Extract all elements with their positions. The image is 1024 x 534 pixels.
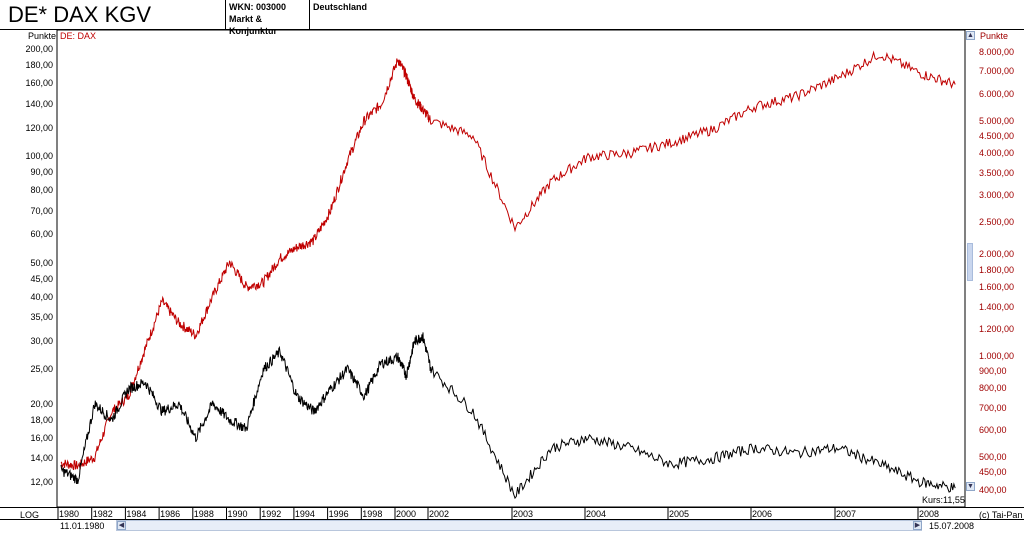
right-tick-label: 1.800,00 [979,264,1015,275]
right-tick-label: 4.500,00 [979,130,1015,141]
current-value: Kurs:11,55 [922,495,965,505]
left-tick-label: 25,00 [30,364,53,375]
security-info: WKN: 003000 Markt & Konjunktur [226,0,310,36]
footer-divider [0,519,1024,520]
right-tick-label: 2.000,00 [979,249,1015,260]
horizontal-scrollbar[interactable] [116,520,922,531]
left-tick-label: 30,00 [30,336,53,347]
copyright-label: (c) Tai-Pan [979,510,1023,520]
right-tick-label: 600,00 [979,425,1007,436]
scroll-up-button[interactable]: ▲ [966,31,975,40]
scroll-left-button[interactable]: ◀ [117,521,126,530]
right-tick-label: 1.400,00 [979,301,1015,312]
right-tick-label: 450,00 [979,467,1007,478]
chart-title: DE* DAX KGV [0,0,226,29]
x-tick-label: 2008 [919,509,940,519]
left-tick-label: 200,00 [25,44,53,55]
country-label: Deutschland [313,2,368,12]
right-tick-label: 6.000,00 [979,88,1015,99]
left-tick-label: 100,00 [25,150,53,161]
date-start: 11.01.1980 [60,521,105,531]
category-label: Markt & Konjunktur [229,14,277,36]
x-tick-label: 1988 [193,509,214,519]
x-tick-label: 1986 [160,509,181,519]
dax-series-line [60,50,956,471]
x-tick-label: 1992 [261,509,282,519]
left-tick-label: 20,00 [30,398,53,409]
right-tick-label: 2.500,00 [979,216,1015,227]
left-tick-label: 90,00 [30,167,53,178]
x-axis-line [0,507,1024,508]
x-tick-label: 1982 [92,509,113,519]
right-tick-label: 4.000,00 [979,148,1015,159]
left-axis-label: Punkte [28,31,57,41]
x-tick-label: 2006 [752,509,773,519]
x-tick-label: 1994 [294,509,315,519]
x-tick-label: 1984 [126,509,147,519]
x-tick-label: 2007 [836,509,857,519]
left-tick-label: 40,00 [30,291,53,302]
overlay-series-label: DE: DAX [60,31,97,41]
left-tick-label: 45,00 [30,273,53,284]
left-tick-label: 35,00 [30,312,53,323]
right-tick-label: 400,00 [979,484,1007,495]
right-tick-label: 3.000,00 [979,190,1015,201]
vertical-scroll-thumb[interactable] [967,243,973,281]
left-tick-label: 70,00 [30,205,53,216]
scroll-down-button[interactable]: ▼ [966,482,975,491]
right-tick-label: 5.000,00 [979,115,1015,126]
left-tick-label: 120,00 [25,122,53,133]
x-tick-label: 1996 [328,509,349,519]
left-tick-label: 12,00 [30,477,53,488]
right-tick-label: 3.500,00 [979,167,1015,178]
date-end: 15.07.2008 [929,521,975,531]
right-tick-label: 1.200,00 [979,324,1015,335]
right-tick-label: 7.000,00 [979,66,1015,77]
right-tick-label: 1.600,00 [979,282,1015,292]
right-tick-label: 800,00 [979,383,1007,394]
wkn-label: WKN: 003000 [229,2,287,12]
left-tick-label: 16,00 [30,432,53,443]
x-tick-label: 1980 [59,509,80,519]
right-tick-label: 700,00 [979,402,1007,413]
x-tick-label: 2005 [669,509,690,519]
left-tick-label: 14,00 [30,453,53,464]
right-tick-label: 8.000,00 [979,46,1015,57]
scale-mode-label[interactable]: LOG [20,510,40,520]
x-tick-label: 1990 [227,509,248,519]
left-tick-label: 140,00 [25,99,53,110]
left-tick-label: 50,00 [30,257,53,268]
scroll-right-button[interactable]: ▶ [913,521,922,530]
right-axis-label: Punkte [980,31,1009,41]
left-tick-label: 180,00 [25,60,53,71]
kgv-series-line [60,332,956,500]
right-tick-label: 900,00 [979,366,1007,377]
x-tick-label: 2004 [586,509,607,519]
left-tick-label: 60,00 [30,229,53,240]
left-tick-label: 80,00 [30,185,53,196]
left-tick-label: 18,00 [30,414,53,425]
right-tick-label: 1.000,00 [979,350,1015,361]
left-tick-label: 160,00 [25,78,53,89]
x-tick-label: 1998 [362,509,383,519]
x-tick-label: 2000 [396,509,417,519]
right-tick-label: 500,00 [979,451,1007,462]
x-tick-label: 2002 [429,509,450,519]
x-tick-label: 2003 [513,509,534,519]
